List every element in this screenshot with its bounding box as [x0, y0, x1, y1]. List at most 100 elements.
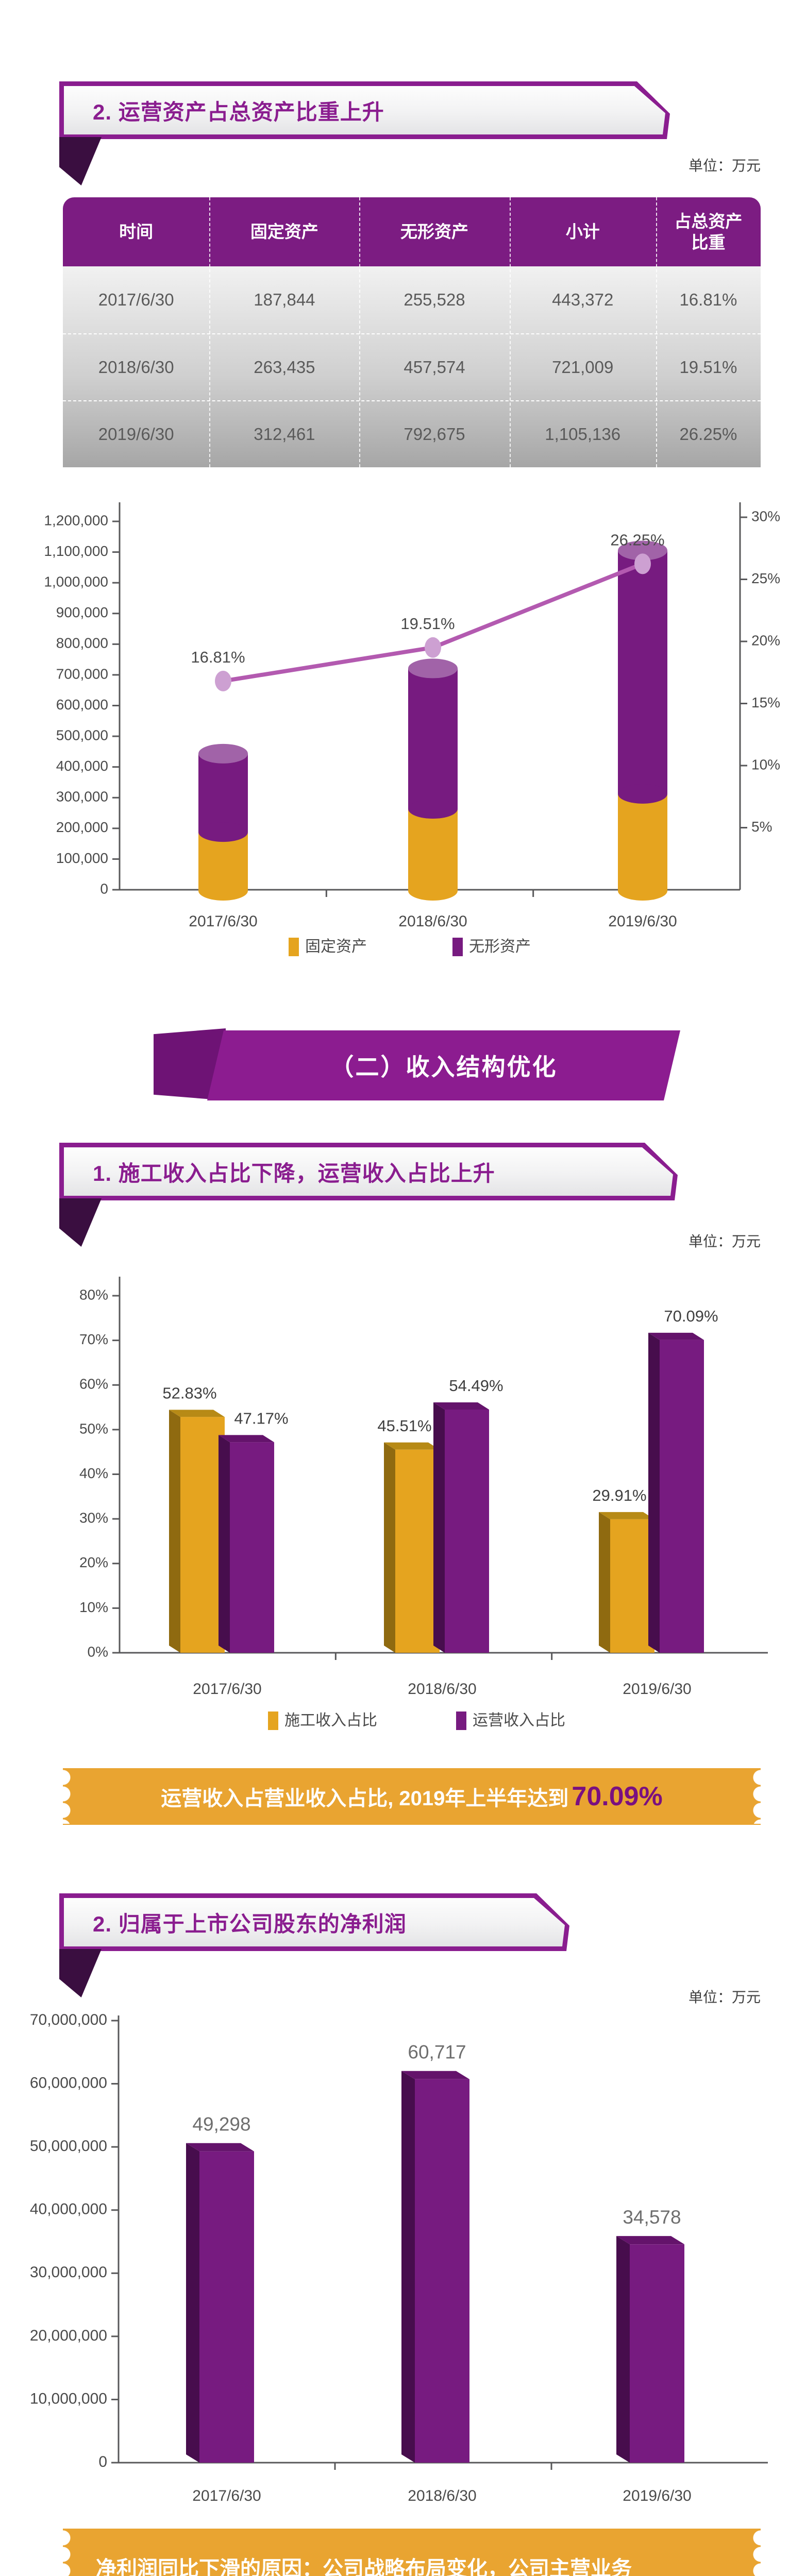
bar-value-label: 45.51% — [377, 1417, 431, 1435]
y-tick-label: 0 — [100, 880, 108, 896]
construction-bar-top — [384, 1442, 440, 1450]
banner-operating-assets: 2. 运营资产占总资产比重上升 — [59, 81, 670, 139]
net-profit-bar-top — [616, 2236, 684, 2245]
bar-value-label: 60,717 — [408, 2042, 466, 2063]
table-cell: 792,675 — [404, 425, 465, 444]
table-row: 2019/6/30 312,461 792,675 1,105,136 26.25% — [63, 400, 761, 467]
unit-label: 单位：万元 — [688, 1233, 761, 1249]
bar-value-label: 29.91% — [592, 1486, 646, 1504]
bar-value-label: 70.09% — [664, 1307, 718, 1325]
y2-tick-label: 20% — [751, 632, 780, 648]
assets-table: 时间 固定资产 无形资产 小计 占总资产 比重 2017/6/30 187,844 255,… — [63, 197, 761, 467]
bar-value-label: 47.17% — [234, 1410, 288, 1428]
construction-bar-side — [169, 1410, 180, 1653]
banner-title: 2. 运营资产占总资产比重上升 — [93, 99, 384, 124]
operation-bar-front — [660, 1340, 704, 1653]
y-tick-label: 1,100,000 — [44, 543, 108, 559]
net-profit-bar-front — [199, 2151, 254, 2463]
legend-label: 运营收入占比 — [473, 1712, 565, 1729]
y2-tick-label: 10% — [751, 756, 780, 772]
table-cell: 2018/6/30 — [98, 358, 174, 377]
table-header-row: 时间 固定资产 无形资产 小计 占总资产 比重 — [63, 197, 761, 266]
bar-value-label: 52.83% — [162, 1384, 216, 1402]
trend-line: 16.81% 19.51% 26.25% — [191, 531, 665, 691]
x-category-label: 2019/6/30 — [623, 2487, 691, 2504]
y-tick-label: 20% — [79, 1554, 108, 1570]
banner-title: 2. 归属于上市公司股东的净利润 — [93, 1911, 407, 1936]
line-point — [634, 553, 651, 574]
bar-fixed-assets — [408, 809, 458, 890]
bar-junction-cap — [408, 799, 458, 819]
ribbon-title: （二）收入结构优化 — [330, 1054, 558, 1080]
callout-highlight: 70.09% — [572, 1782, 663, 1811]
unit-label: 单位：万元 — [688, 1989, 761, 2005]
operation-bar-front — [230, 1442, 274, 1653]
y-tick-label: 0 — [98, 2453, 107, 2470]
column-separator — [359, 197, 361, 467]
table-header-cell: 固定资产 — [250, 222, 318, 242]
y-tick-label: 500,000 — [56, 727, 108, 743]
legend-swatch — [456, 1711, 466, 1730]
net-profit-bar-side — [186, 2143, 199, 2463]
banner-fill: 1. 施工收入占比下降，运营收入占比上升 — [64, 1147, 673, 1196]
legend: 施工收入占比 运营收入占比 — [268, 1711, 565, 1730]
y2-tick-label: 15% — [751, 694, 780, 710]
y-tick-label: 0% — [88, 1643, 108, 1659]
y-tick-label: 100,000 — [56, 850, 108, 866]
table-header-cell: 占总资产 比重 — [674, 211, 743, 252]
construction-bar-side — [599, 1512, 610, 1653]
y-tick-label: 50,000,000 — [30, 2138, 107, 2155]
y-tick-label: 10,000,000 — [30, 2390, 107, 2407]
y-tick-label: 30,000,000 — [30, 2264, 107, 2281]
column-separator — [209, 197, 211, 467]
table-cell: 2019/6/30 — [98, 425, 174, 444]
y-tick-label: 10% — [79, 1599, 108, 1615]
table-header-cell: 小计 — [565, 222, 600, 242]
bar-junction-cap — [618, 784, 667, 804]
y-tick-label: 300,000 — [56, 789, 108, 805]
axes: 0 100,000 200,000 300,000 400,000 500,000 600,… — [44, 502, 780, 897]
section-ribbon: （二）收入结构优化 — [207, 1030, 680, 1100]
y-tick-label: 900,000 — [56, 604, 108, 620]
y-tick-label: 60,000,000 — [30, 2074, 107, 2091]
table-cell: 312,461 — [254, 425, 315, 444]
table-cell: 2017/6/30 — [98, 290, 174, 309]
table-header-cell: 无形资产 — [400, 222, 468, 242]
table-cell: 26.25% — [679, 425, 737, 444]
line-point-label: 16.81% — [191, 648, 245, 666]
table-cell: 1,105,136 — [545, 425, 621, 444]
y-tick-label: 70,000,000 — [30, 2011, 107, 2028]
y-tick-label: 400,000 — [56, 758, 108, 774]
y-tick-label: 60% — [79, 1376, 108, 1392]
column-separator — [509, 197, 511, 467]
table-cell: 263,435 — [254, 358, 315, 377]
net-profit-bar-chart: 0 10,000,000 20,000,000 30,000,000 40,000,00… — [30, 2011, 768, 2504]
line-point — [425, 637, 441, 658]
legend-label: 施工收入占比 — [284, 1712, 377, 1729]
legend-swatch — [452, 938, 463, 956]
revenue-callout-banner: 运营收入占营业收入占比, 2019年上半年达到 70.09% — [63, 1768, 761, 1825]
y-tick-label: 70% — [79, 1331, 108, 1347]
x-category-label: 2018/6/30 — [408, 2487, 476, 2504]
y-tick-label: 700,000 — [56, 666, 108, 682]
legend-label: 固定资产 — [305, 938, 367, 955]
operation-bar-top — [219, 1435, 274, 1443]
banner-fill: 2. 运营资产占总资产比重上升 — [64, 86, 665, 134]
assets-combo-chart: 0 100,000 200,000 300,000 400,000 500,000 600,… — [44, 502, 780, 956]
table-row: 2018/6/30 263,435 457,574 721,009 19.51% — [63, 333, 761, 400]
column-separator — [656, 197, 657, 467]
operation-bar-top — [433, 1402, 489, 1410]
y-tick-label: 800,000 — [56, 635, 108, 651]
table-cell: 187,844 — [254, 290, 315, 309]
legend-swatch — [289, 938, 299, 956]
bar-intangible-assets — [408, 668, 458, 809]
y-tick-label: 1,000,000 — [44, 574, 108, 590]
net-profit-bar-top — [401, 2071, 469, 2079]
y-tick-label: 1,200,000 — [44, 512, 108, 528]
construction-bar-top — [599, 1512, 654, 1519]
y-tick-label: 80% — [79, 1286, 108, 1302]
callout-line-1: 净利润同比下滑的原因：公司战略布局变化，公司主营业务 — [96, 2557, 632, 2576]
table-cell: 255,528 — [404, 290, 465, 309]
banner-title: 1. 施工收入占比下降，运营收入占比上升 — [93, 1161, 495, 1185]
